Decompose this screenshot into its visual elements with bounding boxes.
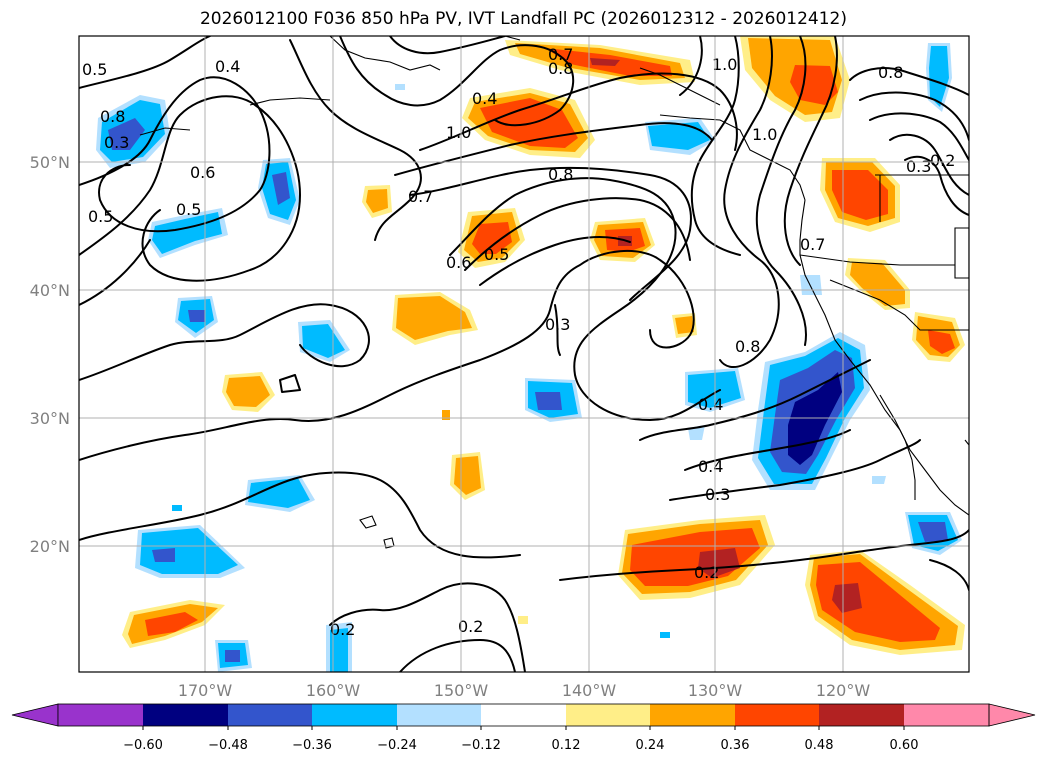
colorbar-ticks xyxy=(142,726,905,730)
map-plot-area: 0.5 0.4 0.3 0.6 0.5 0.5 0.4 1.0 0.7 0.8 … xyxy=(79,36,969,672)
contour-label: 0.5 xyxy=(484,245,509,264)
longitude-labels: 170°W 160°W 150°W 140°W 130°W 120°W xyxy=(178,681,871,700)
colorbar-tick-label: 0.24 xyxy=(636,738,665,753)
contour-label: 0.2 xyxy=(694,563,719,582)
contour-label: 0.4 xyxy=(472,89,497,108)
contour-label: 0.7 xyxy=(800,235,825,254)
colorbar-segment xyxy=(481,704,566,726)
contour-label: 1.0 xyxy=(446,123,471,142)
pv-contours xyxy=(79,36,969,672)
contour-label: 0.8 xyxy=(878,63,903,82)
lat-label: 20°N xyxy=(30,537,70,556)
contour-label: 0.8 xyxy=(100,107,125,126)
contour-label: 0.3 xyxy=(545,315,570,334)
contour-label: 0.4 xyxy=(698,395,723,414)
contour-label: 0.5 xyxy=(82,60,107,79)
contour-label: 0.8 xyxy=(735,337,760,356)
gridlines xyxy=(79,36,969,672)
colorbar-extend-high xyxy=(988,703,1036,727)
contour-label: 0.4 xyxy=(698,457,723,476)
latitude-labels: 50°N 40°N 30°N 20°N xyxy=(30,153,70,556)
contour-label: 0.2 xyxy=(458,617,483,636)
colorbar-tick-label: −0.36 xyxy=(292,738,332,753)
colorbar-tick-label: 0.36 xyxy=(721,738,750,753)
colorbar: −0.60 −0.48 −0.36 −0.24 −0.12 0.12 0.24 … xyxy=(11,703,1036,753)
colorbar-tick-label: 0.12 xyxy=(552,738,581,753)
lon-label: 170°W xyxy=(178,681,233,700)
colorbar-tick-label: −0.60 xyxy=(123,738,163,753)
colorbar-segment xyxy=(312,704,397,726)
contour-label: 0.5 xyxy=(88,207,113,226)
colorbar-segment xyxy=(58,704,143,726)
contour-label: 0.4 xyxy=(215,57,240,76)
lon-label: 120°W xyxy=(816,681,871,700)
contour-label: 0.6 xyxy=(190,163,215,182)
colorbar-tick-label: −0.24 xyxy=(377,738,417,753)
contour-label: 0.3 xyxy=(906,157,931,176)
contour-label: 0.3 xyxy=(104,133,129,152)
contour-label: 0.2 xyxy=(930,151,955,170)
lon-label: 140°W xyxy=(562,681,617,700)
map-frame xyxy=(78,35,970,673)
contour-label: 1.0 xyxy=(752,125,777,144)
contour-label: 0.5 xyxy=(176,200,201,219)
colorbar-segment xyxy=(143,704,228,726)
colorbar-tick-label: 0.60 xyxy=(890,738,919,753)
colorbar-segment xyxy=(228,704,312,726)
lon-label: 150°W xyxy=(434,681,489,700)
contour-label: 0.7 xyxy=(548,45,573,64)
contour-label: 0.3 xyxy=(705,485,730,504)
lat-label: 30°N xyxy=(30,409,70,428)
coastlines xyxy=(139,36,969,549)
colorbar-tick-label: 0.48 xyxy=(805,738,834,753)
colorbar-segment xyxy=(819,704,904,726)
contour-label: 0.8 xyxy=(548,59,573,78)
contour-label: 0.2 xyxy=(330,620,355,639)
colorbar-segment xyxy=(397,704,481,726)
lat-label: 50°N xyxy=(30,153,70,172)
contour-labels: 0.5 0.4 0.3 0.6 0.5 0.5 0.4 1.0 0.7 0.8 … xyxy=(82,45,955,639)
lat-label: 40°N xyxy=(30,281,70,300)
contour-label: 1.0 xyxy=(712,55,737,74)
lon-label: 160°W xyxy=(306,681,361,700)
colorbar-extend-low xyxy=(11,703,59,727)
colorbar-tick-label: −0.12 xyxy=(461,738,501,753)
map-title: 2026012100 F036 850 hPa PV, IVT Landfall… xyxy=(199,9,847,29)
colorbar-tick-label: −0.48 xyxy=(208,738,248,753)
contour-label: 0.8 xyxy=(548,165,573,184)
lon-label: 130°W xyxy=(688,681,743,700)
contour-label: 0.6 xyxy=(446,253,471,272)
colorbar-segment xyxy=(566,704,650,726)
colorbar-segment xyxy=(650,704,735,726)
contour-label: 0.7 xyxy=(408,187,433,206)
colorbar-segment xyxy=(735,704,819,726)
colorbar-segment xyxy=(904,704,989,726)
